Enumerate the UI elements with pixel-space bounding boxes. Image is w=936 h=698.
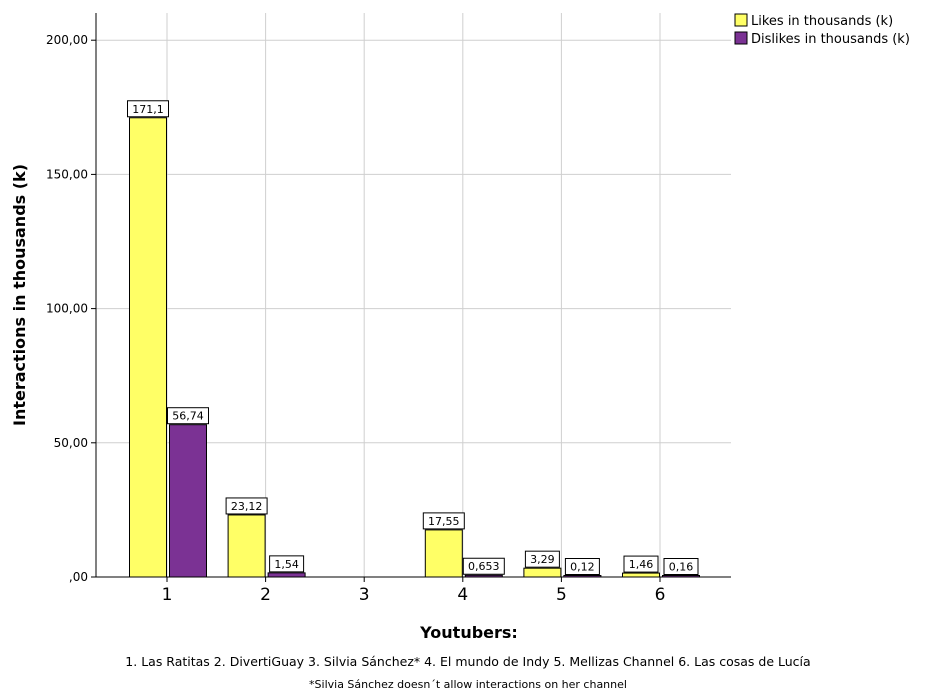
bar-likes — [129, 117, 167, 578]
data-label-box — [564, 558, 600, 575]
bar-chart: ,00 50,00 100,00 150,00 200,00 171,1 23,12 17,5… — [10, 13, 910, 642]
data-label: 56,74 — [172, 410, 204, 423]
data-label-box — [462, 557, 505, 575]
data-label: 1,46 — [629, 558, 654, 571]
data-label: 17,55 — [428, 515, 460, 528]
x-tick-label: 6 — [655, 585, 666, 605]
footnote: *Silvia Sánchez doesn´t allow interactio… — [309, 678, 627, 691]
data-label-box — [225, 497, 268, 515]
y-tick-label: 200,00 — [46, 33, 88, 47]
data-label: 0,653 — [468, 560, 500, 573]
data-label: 23,12 — [231, 500, 263, 513]
data-label-box — [422, 512, 465, 530]
y-tick-label: 100,00 — [46, 302, 88, 316]
bar-dislikes — [464, 574, 503, 578]
y-tick-label: 150,00 — [46, 167, 88, 181]
y-axis-title: Interactions in thousands (k) — [10, 164, 29, 426]
data-label-box — [623, 555, 659, 573]
bar-dislikes — [662, 575, 700, 578]
x-tick-label: 1 — [162, 585, 173, 605]
data-label: 0,16 — [669, 561, 694, 574]
data-label: 3,29 — [530, 553, 555, 566]
x-tick-label: 5 — [556, 585, 567, 605]
legend-swatch-likes — [734, 13, 748, 27]
data-label: 0,12 — [570, 561, 595, 574]
data-label-box — [127, 100, 169, 118]
x-axis-title: Youtubers: — [419, 623, 518, 642]
bar-likes — [622, 572, 660, 578]
x-tick-label: 4 — [457, 585, 468, 605]
data-label-box — [167, 407, 209, 425]
data-label: 171,1 — [132, 103, 164, 116]
data-label-box — [269, 555, 305, 573]
bar-likes — [424, 529, 463, 578]
y-tick-label: ,00 — [69, 570, 88, 584]
data-label-box — [524, 550, 560, 568]
bar-likes — [523, 567, 562, 578]
data-label-box — [663, 558, 699, 575]
bar-dislikes — [563, 575, 602, 578]
x-tick-label: 3 — [359, 585, 370, 605]
youtubers-caption: 1. Las Ratitas 2. DivertiGuay 3. Silvia … — [125, 654, 811, 669]
legend-label-dislikes: Dislikes in thousands (k) — [751, 32, 910, 47]
legend-label-likes: Likes in thousands (k) — [751, 14, 893, 29]
data-label: 1,54 — [274, 558, 299, 571]
bar-dislikes — [169, 424, 207, 578]
legend-swatch-dislikes — [734, 31, 748, 45]
y-tick-label: 50,00 — [54, 436, 88, 450]
bar-likes — [227, 514, 266, 578]
bar-dislikes — [267, 572, 306, 578]
x-tick-label: 2 — [260, 585, 271, 605]
